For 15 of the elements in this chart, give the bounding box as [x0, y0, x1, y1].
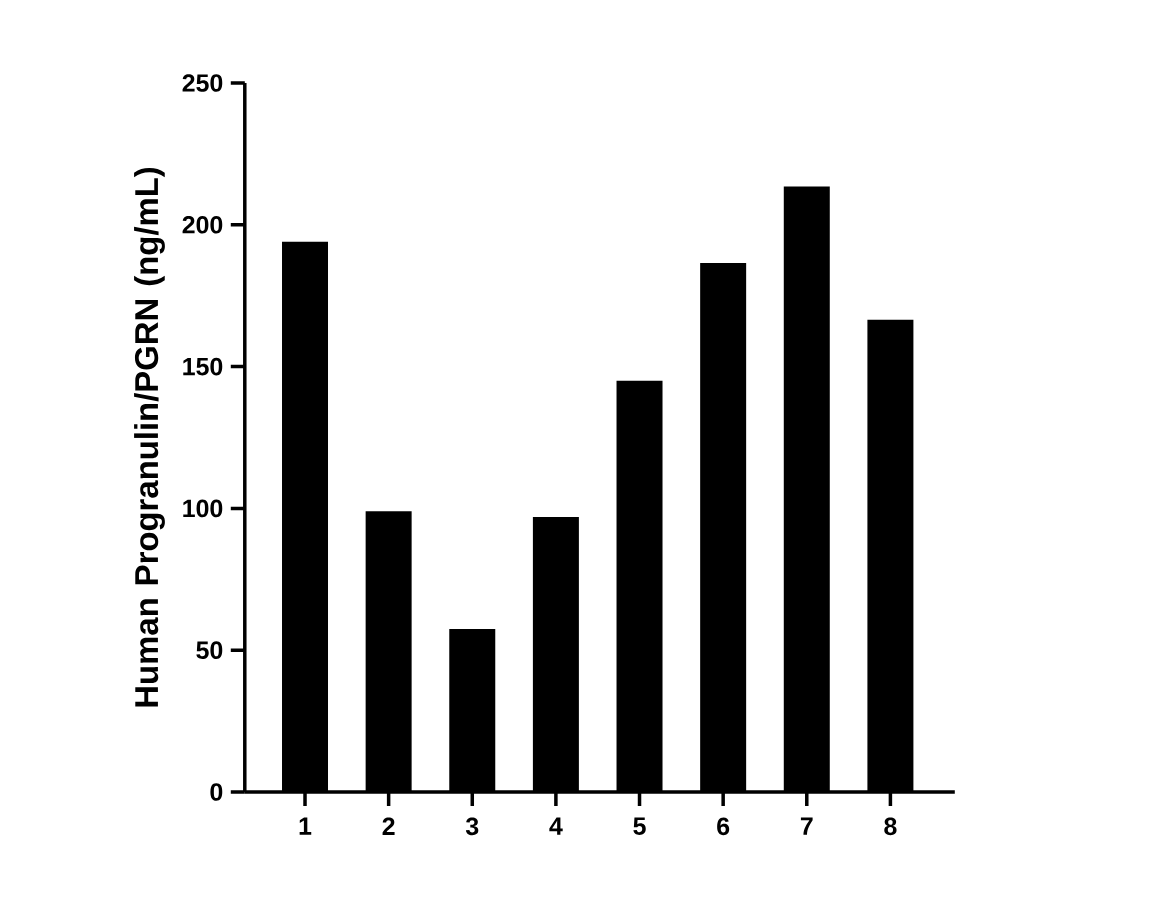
y-tick-label: 0 — [210, 783, 223, 801]
y-tick-label: 200 — [182, 215, 223, 234]
x-tick-label: 5 — [633, 817, 646, 835]
y-tick-label: 250 — [182, 74, 223, 92]
x-tick-label: 6 — [717, 817, 730, 836]
y-tick-label: 50 — [196, 641, 223, 660]
y-tick-label: 150 — [183, 357, 223, 376]
y-axis-title: Human Progranulin/PGRN (ng/mL) — [134, 167, 165, 707]
x-tick-label: 7 — [800, 817, 813, 835]
x-tick-label: 4 — [549, 817, 563, 835]
y-tick-label: 100 — [183, 499, 223, 518]
x-tick-label: 3 — [465, 817, 479, 836]
x-tick-label: 8 — [884, 817, 897, 836]
x-tick-label: 2 — [382, 817, 395, 835]
x-tick-label: 1 — [299, 817, 312, 835]
